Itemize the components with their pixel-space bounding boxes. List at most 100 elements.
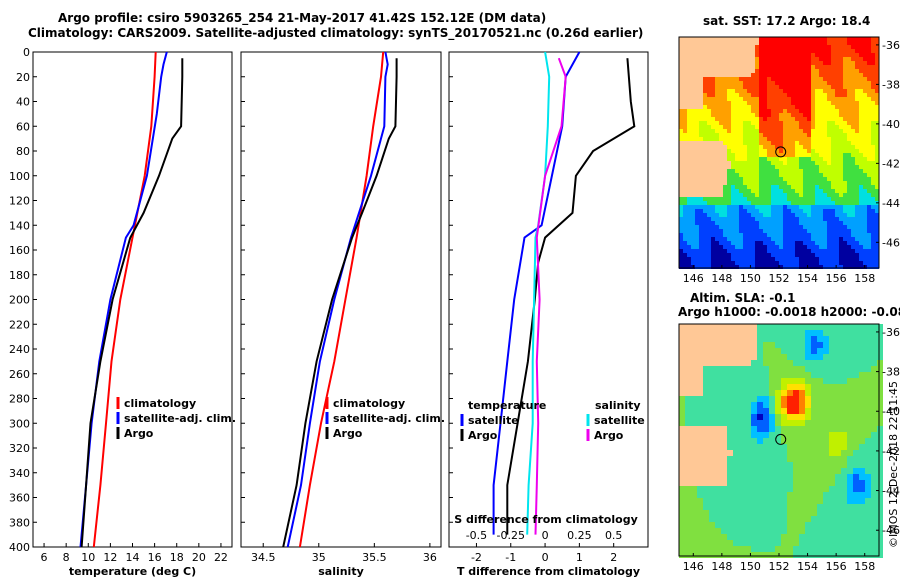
map-cell [767,153,771,157]
map-cell [731,189,735,193]
map-cell [865,510,871,516]
map-cell [739,177,743,181]
map-cell [687,181,691,185]
map-cell [719,205,723,209]
map-cell [743,69,747,73]
map-cell [783,149,787,153]
map-cell [847,474,853,480]
map-cell [751,201,755,205]
map-cell [851,165,855,169]
map-cell [839,257,843,261]
x-tick-label: 14 [126,551,140,564]
map-cell [843,45,847,49]
map-cell [803,253,807,257]
map-cell [875,253,879,257]
map-cell [751,486,757,492]
map-cell [695,117,699,121]
map-cell [767,93,771,97]
map-cell [709,348,715,354]
map-cell [763,249,767,253]
map-cell [691,77,695,81]
map-cell [863,213,867,217]
map-cell [787,378,793,384]
map-cell [819,73,823,77]
map-cell [757,504,763,510]
map-cell [679,117,683,121]
map-cell [691,229,695,233]
map-cell [727,492,733,498]
map-cell [839,201,843,205]
map-cell [743,181,747,185]
map-cell [779,169,783,173]
map-cell [815,45,819,49]
map-cell [865,336,871,342]
map-cell [771,225,775,229]
map-cell [807,45,811,49]
map-cell [851,149,855,153]
map-cell [791,261,795,265]
map-cell [795,245,799,249]
map-cell [699,221,703,225]
map-cell [875,165,879,169]
map-cell [747,53,751,57]
map-cell [795,41,799,45]
map-cell [859,81,863,85]
map-cell [843,249,847,253]
map-cell [791,81,795,85]
map-cell [727,137,731,141]
map-cell [763,265,767,269]
map-cell [811,89,815,93]
map-cell [731,181,735,185]
map-cell [771,149,775,153]
map-cell [703,253,707,257]
map-cell [819,245,823,249]
map-cell [679,165,683,169]
series-line-argo [282,58,398,548]
map-cell [843,233,847,237]
map-cell [679,133,683,137]
map-cell [851,213,855,217]
map-cell [687,85,691,89]
map-cell [735,185,739,189]
map-cell [871,153,875,157]
watermark: ©IMOS 12-Dec-2018 22:11:45 [887,381,900,548]
map-cell [787,426,793,432]
map-cell [841,522,847,528]
map-cell [823,552,829,558]
map-cell [699,97,703,101]
map-cell [759,89,763,93]
map-cell [759,177,763,181]
map-cell [823,193,827,197]
map-cell [707,53,711,57]
map-cell [757,546,763,552]
map-cell [819,101,823,105]
map-cell [763,189,767,193]
map-cell [823,261,827,265]
map-cell [855,81,859,85]
map-cell [699,109,703,113]
map-cell [769,324,775,330]
map-cell [843,101,847,105]
legend-label: Argo [594,429,624,442]
map-cell [799,366,805,372]
map-cell [843,185,847,189]
map-cell [679,205,683,209]
map-cell [679,504,685,510]
map-cell [735,197,739,201]
map-cell [875,205,879,209]
map-cell [763,233,767,237]
map-cell [759,161,763,165]
map-cell [711,257,715,261]
map-cell [703,89,707,93]
map-cell [763,225,767,229]
map-cell [739,225,743,229]
map-cell [791,189,795,193]
map-cell [751,432,757,438]
map-cell [793,384,799,390]
map-cell [731,121,735,125]
map-cell [771,265,775,269]
map-cell [853,480,859,486]
map-cell [811,57,815,61]
map-cell [817,474,823,480]
map-cell [723,45,727,49]
